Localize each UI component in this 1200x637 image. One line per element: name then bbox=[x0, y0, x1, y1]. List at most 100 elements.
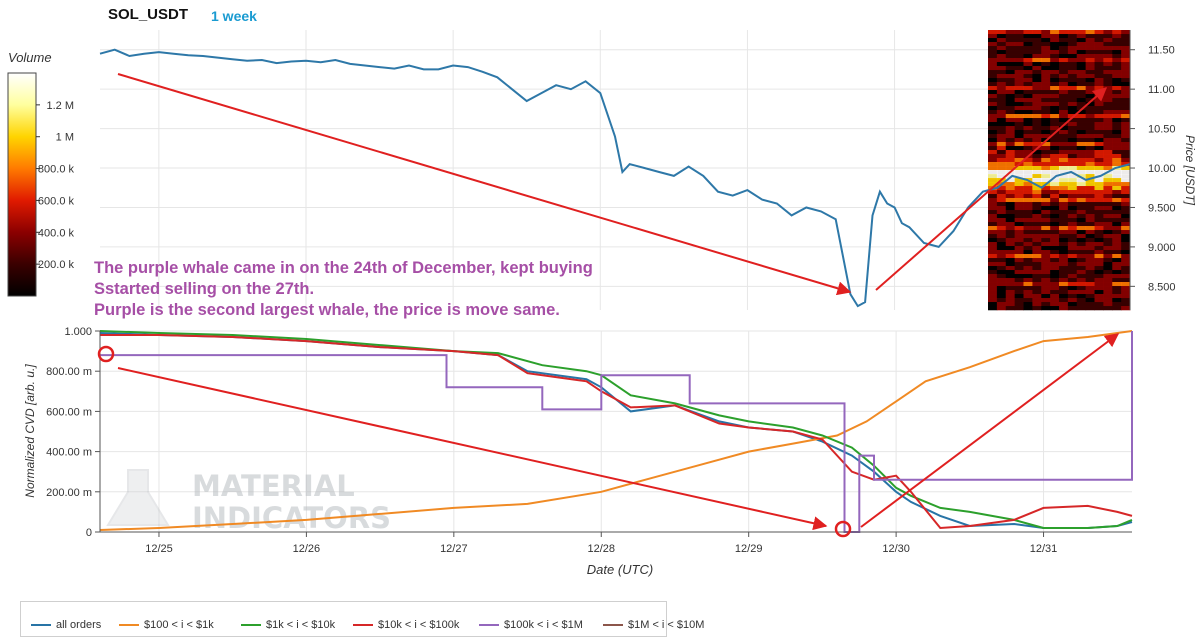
heatmap-cell bbox=[1041, 286, 1051, 291]
heatmap-cell bbox=[1076, 86, 1087, 91]
heatmap-cell bbox=[1050, 186, 1060, 191]
heatmap-cell bbox=[1076, 118, 1087, 123]
heatmap-cell bbox=[1094, 154, 1104, 159]
heatmap-cell bbox=[1067, 70, 1078, 75]
heatmap-cell bbox=[1032, 42, 1042, 47]
heatmap-cell bbox=[1103, 138, 1113, 143]
annotation-line: The purple whale came in on the 24th of … bbox=[94, 259, 593, 277]
heatmap-cell bbox=[1041, 250, 1051, 255]
heatmap-cell bbox=[1094, 106, 1104, 111]
heatmap-cell bbox=[1041, 262, 1051, 267]
heatmap-cell bbox=[1094, 166, 1104, 171]
heatmap-cell bbox=[1121, 38, 1131, 43]
heatmap-cell bbox=[1059, 182, 1069, 187]
heatmap-cell bbox=[1103, 286, 1113, 291]
heatmap-cell bbox=[996, 210, 1007, 215]
heatmap-cell bbox=[1032, 282, 1042, 287]
heatmap-cell bbox=[1032, 198, 1042, 203]
heatmap-cell bbox=[1005, 286, 1016, 291]
heatmap-cell bbox=[1059, 246, 1069, 251]
cvd-x-tick-label: 12/27 bbox=[440, 543, 468, 555]
heatmap-cell bbox=[996, 66, 1007, 71]
heatmap-cell bbox=[1076, 250, 1087, 255]
heatmap-cell bbox=[1121, 202, 1131, 207]
up-arrow bbox=[860, 333, 1120, 528]
heatmap-cell bbox=[1094, 246, 1104, 251]
heatmap-cell bbox=[1067, 106, 1078, 111]
heatmap-cell bbox=[1103, 182, 1113, 187]
heatmap-cell bbox=[1050, 162, 1060, 167]
heatmap-cell bbox=[1041, 226, 1051, 231]
heatmap-cell bbox=[1076, 186, 1087, 191]
heatmap-cell bbox=[1076, 194, 1087, 199]
heatmap-cell bbox=[1076, 162, 1087, 167]
heatmap-cell bbox=[1032, 178, 1042, 183]
heatmap-cell bbox=[1050, 262, 1060, 267]
heatmap-cell bbox=[1041, 130, 1051, 135]
heatmap-cell bbox=[1023, 126, 1033, 131]
heatmap-cell bbox=[1014, 146, 1024, 151]
cvd-series-line bbox=[99, 330, 1133, 529]
heatmap-cell bbox=[1041, 202, 1051, 207]
heatmap-cell bbox=[1005, 270, 1016, 275]
heatmap-cell bbox=[1067, 258, 1078, 263]
legend-item[interactable]: $1k < i < $10k bbox=[241, 619, 335, 631]
heatmap-cell bbox=[1121, 150, 1131, 155]
legend-item[interactable]: $100 < i < $1k bbox=[119, 619, 214, 631]
volume-tick-label: 1 M bbox=[56, 132, 74, 144]
cvd-x-tick-label: 12/30 bbox=[882, 543, 910, 555]
heatmap-cell bbox=[1032, 70, 1042, 75]
heatmap-cell bbox=[1103, 70, 1113, 75]
heatmap-cell bbox=[1076, 134, 1087, 139]
heatmap-cell bbox=[1023, 150, 1033, 155]
legend-item[interactable]: $100k < i < $1M bbox=[479, 619, 583, 631]
heatmap-cell bbox=[1112, 226, 1122, 231]
heatmap-cell bbox=[1094, 70, 1104, 75]
heatmap-cell bbox=[1023, 194, 1033, 199]
legend-item[interactable]: $1M < i < $10M bbox=[603, 619, 704, 631]
heatmap-cell bbox=[1014, 294, 1024, 299]
heatmap-cell bbox=[1112, 294, 1122, 299]
price-tick-label: 10.00 bbox=[1148, 163, 1176, 175]
legend-item[interactable]: $10k < i < $100k bbox=[353, 619, 459, 631]
heatmap-cell bbox=[1050, 302, 1060, 307]
heatmap-cell bbox=[1085, 138, 1095, 143]
heatmap-cell bbox=[1121, 90, 1131, 95]
heatmap-cell bbox=[1059, 74, 1069, 79]
heatmap-cell bbox=[1023, 238, 1033, 243]
heatmap-cell bbox=[1032, 30, 1042, 35]
heatmap-cell bbox=[1032, 50, 1042, 55]
heatmap-cell bbox=[1112, 246, 1122, 251]
heatmap-cell bbox=[1023, 262, 1033, 267]
heatmap-cell bbox=[1076, 78, 1087, 83]
heatmap-cell bbox=[1094, 74, 1104, 79]
heatmap-cell bbox=[1059, 202, 1069, 207]
heatmap-cell bbox=[996, 250, 1007, 255]
legend-item[interactable]: all orders bbox=[31, 619, 101, 631]
heatmap-cell bbox=[1050, 126, 1060, 131]
heatmap-cell bbox=[1014, 122, 1024, 127]
heatmap-cell bbox=[1041, 102, 1051, 107]
heatmap-cell bbox=[1005, 218, 1016, 223]
heatmap-cell bbox=[1085, 294, 1095, 299]
heatmap-cell bbox=[1085, 286, 1095, 291]
heatmap-cell bbox=[1059, 78, 1069, 83]
heatmap-cell bbox=[1067, 214, 1078, 219]
heatmap-cell bbox=[1050, 194, 1060, 199]
heatmap-cell bbox=[1112, 266, 1122, 271]
heatmap-cell bbox=[988, 130, 998, 135]
heatmap-cell bbox=[1103, 298, 1113, 303]
heatmap-cell bbox=[1059, 166, 1069, 171]
heatmap-cell bbox=[1014, 178, 1024, 183]
heatmap-cell bbox=[1103, 54, 1113, 59]
heatmap-cell bbox=[1014, 282, 1024, 287]
heatmap-cell bbox=[996, 306, 1007, 311]
heatmap-cell bbox=[1014, 46, 1024, 51]
heatmap-cell bbox=[1041, 118, 1051, 123]
heatmap-cell bbox=[1121, 62, 1131, 67]
heatmap-cell bbox=[1067, 190, 1078, 195]
heatmap-cell bbox=[1103, 190, 1113, 195]
legend-label: $100k < i < $1M bbox=[504, 619, 583, 632]
heatmap-cell bbox=[1032, 226, 1042, 231]
heatmap-cell bbox=[1094, 290, 1104, 295]
